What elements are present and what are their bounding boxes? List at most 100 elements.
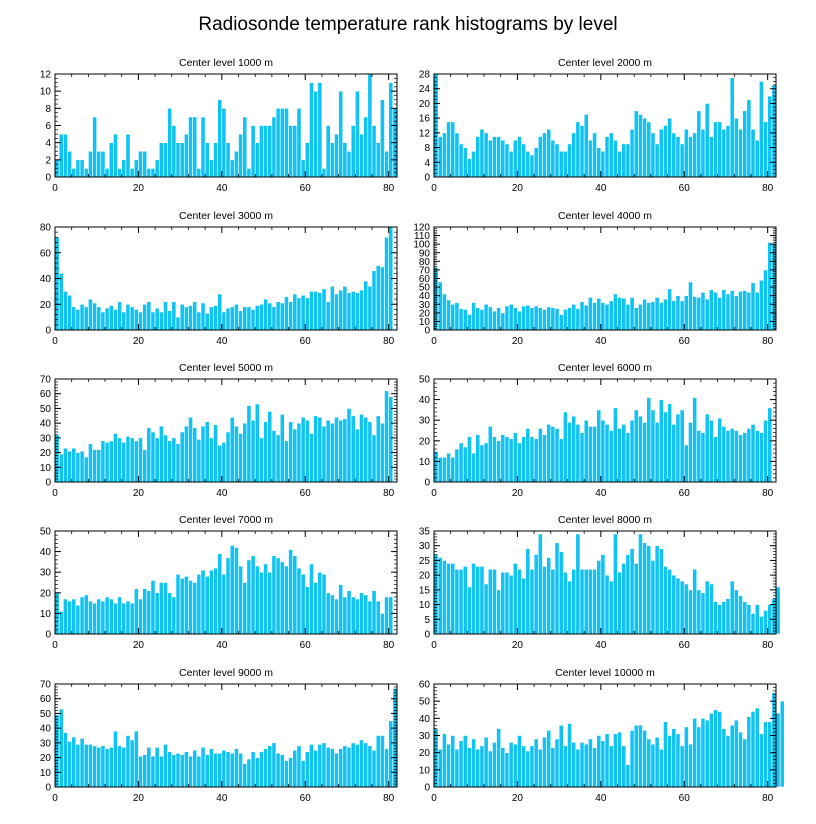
panel-title: Center level 4000 m [558, 210, 652, 222]
x-tick-label: 20 [512, 336, 524, 347]
histogram-bar [334, 293, 339, 331]
histogram-bar [654, 421, 660, 483]
histogram-bar [129, 437, 135, 483]
y-tick-label: 80 [40, 223, 52, 234]
histogram-bar [175, 316, 181, 331]
histogram-bar [92, 602, 98, 635]
histogram-bar [487, 426, 493, 483]
histogram-bar [529, 154, 535, 178]
histogram-bar [138, 755, 143, 788]
histogram-bar [104, 168, 110, 178]
histogram-bar [708, 419, 714, 483]
histogram-bar [388, 396, 394, 483]
histogram-bar [367, 600, 373, 635]
histogram-bar [700, 291, 706, 331]
histogram-bar [667, 735, 673, 788]
histogram-bar [733, 719, 739, 788]
histogram-bar [296, 108, 302, 178]
histogram-bar [617, 731, 622, 788]
histogram-bar [154, 307, 160, 331]
histogram-bar [238, 752, 243, 788]
histogram-bar [454, 132, 460, 178]
y-tick-label: 70 [419, 265, 431, 276]
histogram-bar [142, 150, 148, 178]
histogram-bar [529, 568, 535, 635]
y-tick-label: 50 [419, 375, 431, 386]
panel-title: Center level 8000 m [558, 514, 652, 526]
histogram-bar [575, 424, 581, 483]
histogram-bar [284, 108, 289, 178]
histogram-bar [742, 738, 748, 788]
histogram-bar [729, 580, 735, 635]
histogram-bar [154, 746, 160, 788]
y-tick-label: 16 [419, 114, 431, 125]
x-tick-label: 60 [679, 488, 691, 499]
histogram-bar [642, 421, 648, 483]
histogram-bar [67, 150, 72, 178]
histogram-bar [696, 726, 702, 788]
histogram-bar [96, 150, 102, 178]
histogram-bar [592, 302, 597, 331]
histogram-bar [292, 293, 298, 331]
histogram-bar [471, 563, 477, 635]
histogram-bar [675, 136, 681, 178]
histogram-bar [550, 139, 556, 178]
histogram-bar [384, 237, 389, 331]
histogram-bar [613, 533, 618, 635]
histogram-bar [380, 422, 385, 483]
y-tick-label: 30 [419, 731, 431, 742]
histogram-bar [346, 590, 352, 635]
histogram-bar [471, 302, 477, 331]
x-tick-label: 60 [679, 183, 691, 194]
histogram-bar [363, 416, 369, 483]
histogram-bar [154, 159, 160, 178]
histogram-bar [334, 598, 339, 635]
histogram-bar [746, 428, 752, 483]
histogram-bar [79, 303, 85, 331]
histogram-bar [133, 730, 139, 788]
y-tick-label: 2 [45, 155, 51, 166]
histogram-bar [325, 419, 331, 483]
y-tick-label: 10 [419, 317, 431, 328]
histogram-bar [604, 424, 610, 483]
histogram-bar [600, 419, 606, 483]
histogram-bar [204, 576, 210, 635]
histogram-bar [246, 306, 252, 331]
histogram-bar [617, 297, 622, 331]
histogram-bar [446, 299, 451, 331]
histogram-bar [375, 735, 381, 788]
histogram-bar [179, 303, 185, 331]
histogram-bar [75, 159, 81, 178]
histogram-bar [763, 419, 768, 483]
histogram-bar [246, 168, 252, 178]
histogram-bar [562, 150, 568, 178]
histogram-bar [121, 441, 127, 483]
histogram-bar [558, 724, 564, 788]
histogram-bar [533, 147, 539, 178]
histogram-bar [67, 600, 72, 635]
histogram-bar [71, 168, 77, 178]
histogram-bar [642, 117, 648, 178]
histogram-bar [437, 281, 443, 331]
histogram-bar [321, 288, 327, 331]
y-tick-label: 60 [419, 274, 431, 285]
x-tick-label: 20 [133, 793, 145, 804]
histogram-bar [671, 300, 677, 331]
histogram-bar [100, 600, 106, 635]
histogram-bar [284, 296, 289, 331]
histogram-bar [462, 735, 468, 788]
histogram-bar [304, 142, 310, 178]
histogram-bar [542, 434, 547, 483]
histogram-bar [700, 128, 706, 178]
histogram-bar [267, 125, 273, 178]
histogram-bar [475, 566, 481, 635]
y-tick-label: 40 [419, 714, 431, 725]
histogram-bar [771, 692, 777, 788]
histogram-bar [588, 297, 593, 331]
histogram-bar [738, 595, 743, 635]
histogram-bar [225, 431, 231, 483]
histogram-bar [588, 568, 593, 635]
histogram-bar [354, 292, 360, 331]
histogram-bar [242, 116, 248, 178]
